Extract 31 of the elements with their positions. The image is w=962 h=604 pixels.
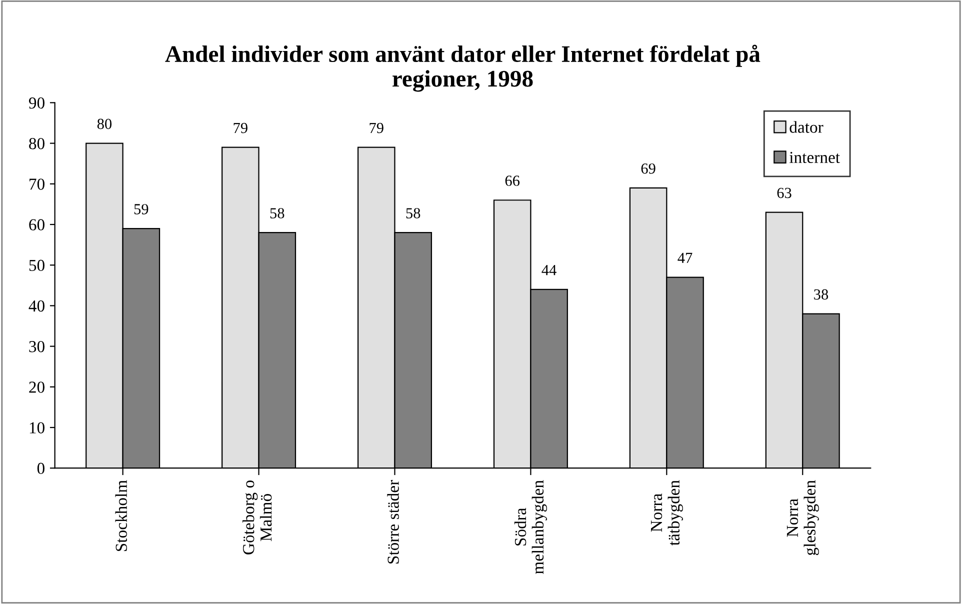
legend-label: internet [789,152,840,164]
y-tick-label: 0 [37,462,44,474]
x-tick-label: Större städer [387,480,399,564]
data-label: 79 [370,122,384,134]
y-tick-label: 80 [29,138,44,150]
y-tick-label: 50 [29,260,44,272]
chart-title: Andel individer som använt dator eller Internet fördelat på regioner, 1998 [165,44,760,92]
x-tick-label: Södra mellanbygden [514,480,547,574]
data-label: 58 [270,208,284,218]
y-tick-label: 10 [30,422,44,434]
y-tick-label: 30 [29,340,44,352]
y-tick-label: 40 [28,300,44,312]
data-label: 79 [234,122,248,134]
x-tick-label: Göteborg o Malmö [242,480,272,554]
data-label: 80 [97,118,112,130]
y-tick-label: 90 [28,97,44,109]
data-label: 63 [777,188,792,198]
y-tick-label: 70 [30,178,44,190]
data-label: 69 [641,163,656,174]
data-label: 59 [134,204,148,214]
x-tick-label: Norra tätbygden [651,480,683,546]
data-label: 66 [505,176,520,186]
x-tick-label: Stockholm [115,480,127,552]
data-label: 58 [406,208,420,218]
x-tick-label: Norra glesbygden [786,480,819,556]
y-tick-label: 60 [29,219,44,230]
data-label: 47 [678,252,692,263]
data-label: 38 [814,289,828,300]
legend-label: dator [790,121,824,133]
data-label: 44 [542,265,556,276]
y-tick-label: 20 [29,382,44,393]
